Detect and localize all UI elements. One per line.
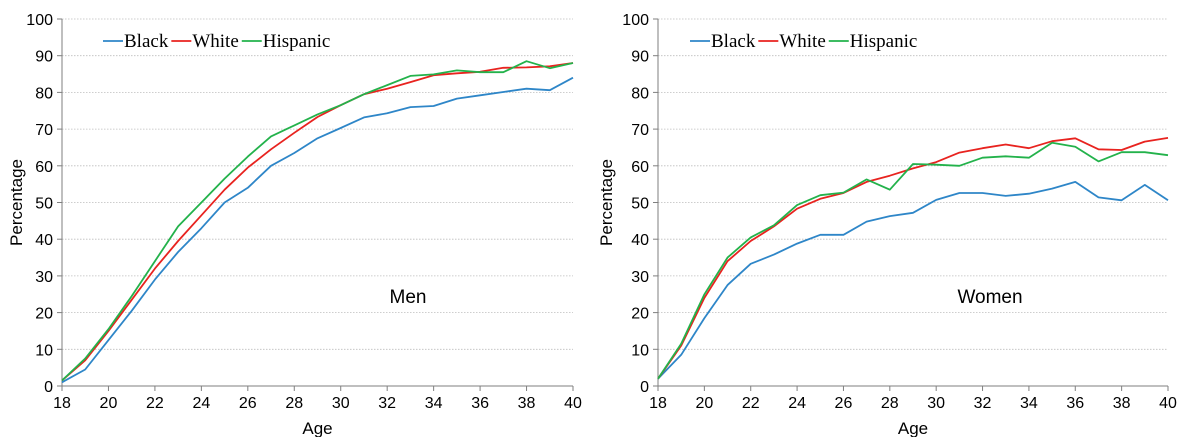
women-y-axis-title: Percentage [597,159,616,246]
women-y-tick-label: 60 [631,159,649,176]
men-x-tick-label: 20 [100,395,118,412]
chart-men-svg: 0 10 20 30 40 50 60 70 80 90 100 18 20 22 24 26 28 30 32 34… [7,12,582,437]
men-x-tick-label: 26 [239,395,257,412]
women-x-tick-label: 30 [927,395,945,412]
men-x-axis-title: Age [302,419,332,437]
men-x-tick-label: 40 [564,395,582,412]
women-x-tick-label: 38 [1113,395,1131,412]
women-y-tick-label: 80 [631,85,649,102]
men-y-tick-label: 80 [35,85,53,102]
men-series-line-black [61,76,574,384]
men-x-tick-label: 36 [471,395,489,412]
women-x-axis-title: Age [898,419,928,437]
men-x-tick-label: 22 [146,395,164,412]
women-x-tick-label: 32 [974,395,992,412]
men-y-tick-label: 30 [35,269,53,286]
women-x-tick-label: 20 [695,395,713,412]
men-series-line-hispanic [61,60,574,382]
women-x-tick-label: 22 [742,395,760,412]
men-y-tick-label: 70 [35,122,53,139]
women-y-tick-label: 70 [631,122,649,139]
women-panel-label: Women [957,287,1022,308]
men-y-tick-label: 100 [26,12,53,29]
women-y-tick-label: 30 [631,269,649,286]
men-y-tick-label: 60 [35,159,53,176]
women-legend-label-white: White [779,31,825,52]
men-x-tick-label: 32 [378,395,396,412]
women-y-tick-label: 50 [631,196,649,213]
women-x-tick-label: 18 [649,395,667,412]
women-y-tick-label: 100 [622,12,649,29]
women-series-line-white [657,137,1169,380]
men-legend-label-black: Black [124,31,169,52]
women-legend-label-black: Black [711,31,756,52]
men-x-tick-label: 28 [285,395,303,412]
chart-women: 0 10 20 30 40 50 60 70 80 90 100 18 20 22 24 26 28 30 32 34… [590,0,1180,437]
men-x-tick-label: 38 [518,395,536,412]
women-y-tick-label: 20 [631,306,649,323]
chart-women-svg: 0 10 20 30 40 50 60 70 80 90 100 18 20 22 24 26 28 30 32 34… [597,12,1177,437]
men-x-tick-label: 24 [192,395,210,412]
men-y-tick-label: 20 [35,306,53,323]
men-y-tick-label: 10 [35,342,53,359]
men-x-tick-label: 30 [332,395,350,412]
men-series-line-white [61,62,574,382]
men-x-tick-label: 18 [53,395,71,412]
women-y-tick-label: 90 [631,49,649,66]
women-x-tick-label: 36 [1066,395,1084,412]
men-y-axis-title: Percentage [7,159,26,246]
chart-men: 0 10 20 30 40 50 60 70 80 90 100 18 20 22 24 26 28 30 32 34… [7,12,582,437]
women-x-tick-label: 28 [881,395,899,412]
men-x-tick-label: 34 [425,395,443,412]
men-legend-label-white: White [192,31,238,52]
women-series-line-hispanic [657,141,1169,380]
men-panel-label: Men [390,287,427,308]
men-y-tick-label: 0 [44,379,53,396]
women-y-tick-label: 40 [631,232,649,249]
women-x-tick-label: 34 [1020,395,1038,412]
women-legend-label-hispanic: Hispanic [850,31,918,52]
men-y-tick-label: 40 [35,232,53,249]
women-x-tick-label: 40 [1159,395,1177,412]
women-y-tick-label: 0 [640,379,649,396]
women-series-line-black [657,180,1169,380]
men-y-tick-label: 90 [35,49,53,66]
women-y-tick-label: 10 [631,342,649,359]
women-x-tick-label: 24 [788,395,806,412]
women-x-tick-label: 26 [835,395,853,412]
men-y-tick-label: 50 [35,196,53,213]
men-legend-label-hispanic: Hispanic [263,31,331,52]
